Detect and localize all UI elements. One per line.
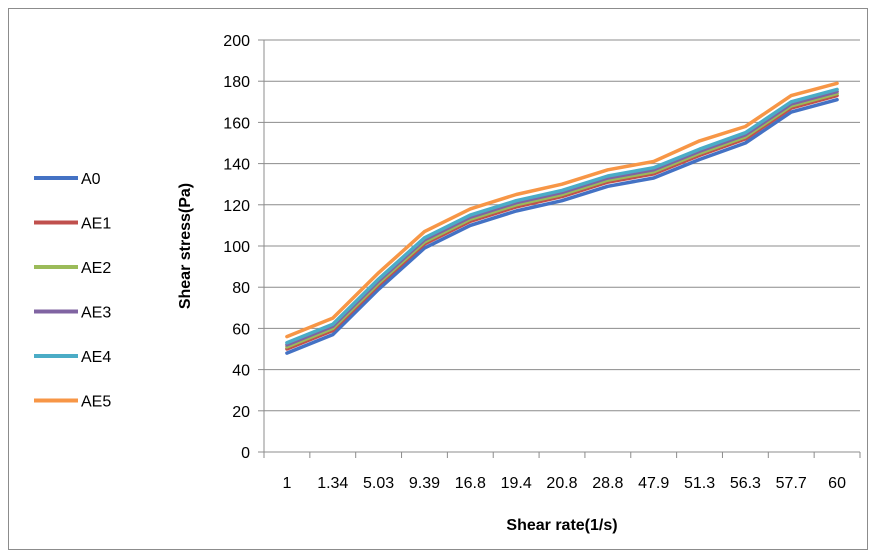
legend-label: AE2 bbox=[81, 260, 111, 277]
legend-item-ae1: AE1 bbox=[34, 216, 111, 233]
y-tick-label: 80 bbox=[232, 280, 250, 297]
legend-label: A0 bbox=[81, 171, 101, 188]
axes bbox=[258, 39, 861, 458]
y-tick-label: 140 bbox=[223, 157, 250, 174]
y-tick-label: 40 bbox=[232, 363, 250, 380]
y-tick-label: 160 bbox=[223, 115, 250, 132]
y-tick-label: 60 bbox=[232, 321, 250, 338]
x-tick-label: 1.34 bbox=[317, 475, 348, 492]
series-line-ae1 bbox=[285, 93, 839, 351]
x-tick-label: 28.8 bbox=[592, 475, 623, 492]
legend: A0 AE1 AE2 AE3 AE4 AE5 bbox=[34, 171, 111, 411]
y-tick-label: 20 bbox=[232, 404, 250, 421]
legend-item-ae4: AE4 bbox=[34, 349, 111, 366]
x-tick-label: 5.03 bbox=[363, 475, 394, 492]
gridlines bbox=[264, 39, 860, 412]
tick-labels: 0 20 40 60 80 100 120 140 160 180 200 1 1.34 5.03 9.39… bbox=[223, 33, 846, 492]
series-line-ae4 bbox=[285, 87, 839, 345]
x-tick-label: 19.4 bbox=[501, 475, 532, 492]
series-line-ae5 bbox=[285, 81, 839, 339]
y-tick-label: 120 bbox=[223, 198, 250, 215]
x-tick-label: 56.3 bbox=[730, 475, 761, 492]
y-tick-label: 180 bbox=[223, 74, 250, 91]
legend-item-ae2: AE2 bbox=[34, 260, 111, 277]
series-line-ae2 bbox=[285, 91, 839, 349]
legend-label: AE4 bbox=[81, 349, 111, 366]
x-tick-label: 20.8 bbox=[546, 475, 577, 492]
legend-label: AE5 bbox=[81, 394, 111, 411]
chart-frame bbox=[8, 8, 868, 550]
legend-item-ae3: AE3 bbox=[34, 305, 111, 322]
series-line-a0 bbox=[285, 97, 839, 355]
x-tick-label: 47.9 bbox=[638, 475, 669, 492]
legend-item-a0: A0 bbox=[34, 171, 101, 188]
series-lines bbox=[285, 81, 839, 355]
x-tick-label: 60 bbox=[828, 475, 846, 492]
x-tick-label: 51.3 bbox=[684, 475, 715, 492]
legend-label: AE1 bbox=[81, 216, 111, 233]
legend-label: AE3 bbox=[81, 305, 111, 322]
x-tick-label: 57.7 bbox=[776, 475, 807, 492]
x-axis-title: Shear rate(1/s) bbox=[506, 517, 617, 534]
y-tick-label: 100 bbox=[223, 239, 250, 256]
x-tick-label: 16.8 bbox=[455, 475, 486, 492]
legend-item-ae5: AE5 bbox=[34, 394, 111, 411]
y-tick-label: 0 bbox=[241, 445, 250, 462]
x-tick-label: 9.39 bbox=[409, 475, 440, 492]
y-tick-label: 200 bbox=[223, 33, 250, 50]
series-line-ae3 bbox=[285, 89, 839, 347]
x-tick-label: 1 bbox=[282, 475, 291, 492]
y-axis-title: Shear stress(Pa) bbox=[177, 183, 194, 309]
